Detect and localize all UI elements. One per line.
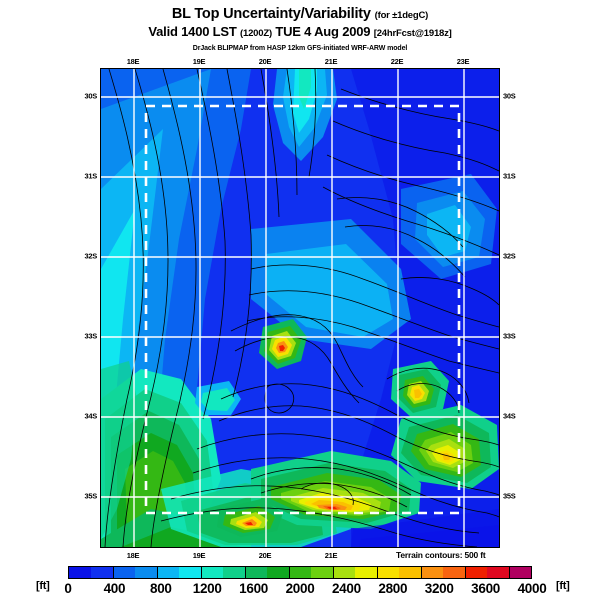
map-field-svg <box>101 69 499 547</box>
map-panel: 18E 19E 20E 21E 22E 23E 18E 19E 20E 21E … <box>85 57 516 560</box>
colorbar-tick-400: 400 <box>103 581 126 596</box>
colorbar-tick-2800: 2800 <box>378 581 408 596</box>
colorbar-swatch-14 <box>377 567 399 578</box>
colorbar-tick-1200: 1200 <box>192 581 222 596</box>
xtick-bottom-1: 19E <box>192 551 206 560</box>
colorbar-swatch-9 <box>267 567 289 578</box>
colorbar-separator-14 <box>376 567 378 578</box>
xtick-top-3: 21E <box>324 57 338 66</box>
colorbar-swatch-5 <box>179 567 201 578</box>
colorbar-tick-800: 800 <box>149 581 172 596</box>
colorbar-tick-2000: 2000 <box>285 581 315 596</box>
xtick-top-2: 20E <box>258 57 272 66</box>
ytick-left-0: 30S <box>84 91 98 101</box>
colorbar-swatch-1 <box>91 567 113 578</box>
chart-title: BL Top Uncertainty/Variability (for ±1de… <box>0 6 600 24</box>
xtick-bottom-2: 20E <box>258 551 272 560</box>
colorbar-swatch-3 <box>135 567 157 578</box>
terrain-contour-note: Terrain contours: 500 ft <box>396 550 486 560</box>
ytick-right-5: 35S <box>503 491 516 501</box>
colorbar-swatch-13 <box>355 567 377 578</box>
map-plot-area <box>100 68 500 548</box>
colorbar-separator-20 <box>509 567 510 578</box>
colorbar-separator-10 <box>289 567 290 578</box>
colorbar-swatch-4 <box>157 567 179 578</box>
colorbar-tick-4000: 4000 <box>517 581 547 596</box>
ytick-left-4: 34S <box>84 411 98 421</box>
colorbar-swatch-10 <box>289 567 311 578</box>
chart-source: DrJack BLIPMAP from HASP 12km GFS-initia… <box>192 45 408 52</box>
map-gridlines <box>101 69 499 547</box>
colorbar-unit-right: [ft] <box>556 580 570 592</box>
valid-date: TUE 4 Aug 2009 <box>275 24 371 39</box>
colorbar-swatches <box>68 566 532 579</box>
chart-header: BL Top Uncertainty/Variability (for ±1de… <box>0 6 600 54</box>
colorbar-swatch-12 <box>333 567 355 578</box>
xtick-bottom-3: 21E <box>324 551 338 560</box>
colorbar-legend: [ft] [ft] 0 400 800 1200 1600 2000 2400 2800 320… <box>0 566 600 600</box>
xtick-top-0: 18E <box>126 57 140 66</box>
colorbar-swatch-20 <box>509 567 531 578</box>
colorbar-separator-16 <box>421 567 422 578</box>
ytick-left-2: 32S <box>84 251 98 261</box>
colorbar-swatch-16 <box>421 567 443 578</box>
ytick-right-1: 31S <box>503 171 516 181</box>
colorbar-separator-8 <box>245 567 246 578</box>
colorbar-swatch-15 <box>399 567 421 578</box>
colorbar-unit-left: [ft] <box>36 580 50 592</box>
colorbar-swatch-7 <box>223 567 245 578</box>
colorbar-separator-6 <box>201 567 202 578</box>
colorbar-tick-1600: 1600 <box>239 581 269 596</box>
colorbar-swatch-17 <box>443 567 465 578</box>
colorbar-separator-18 <box>465 567 466 578</box>
chart-title-qualifier: (for ±1degC) <box>374 10 429 21</box>
valid-label: Valid 1400 LST <box>148 24 237 39</box>
colorbar-swatch-2 <box>113 567 135 578</box>
ytick-left-5: 35S <box>84 491 98 501</box>
ytick-right-2: 32S <box>503 251 516 261</box>
ytick-left-3: 33S <box>84 331 98 341</box>
ytick-right-4: 34S <box>503 411 516 421</box>
colorbar-tick-0: 0 <box>64 581 72 596</box>
colorbar-swatch-6 <box>201 567 223 578</box>
colorbar-separator-12 <box>333 567 334 578</box>
chart-title-main: BL Top Uncertainty/Variability <box>171 6 371 22</box>
colorbar-swatch-19 <box>487 567 509 578</box>
ytick-left-1: 31S <box>84 171 98 181</box>
ytick-right-3: 33S <box>503 331 516 341</box>
colorbar-separator-4 <box>157 567 158 578</box>
xtick-top-1: 19E <box>192 57 206 66</box>
colorbar-swatch-11 <box>311 567 333 578</box>
colorbar-tick-2400: 2400 <box>331 581 361 596</box>
colorbar-tick-3600: 3600 <box>471 581 501 596</box>
valid-utc: (1200Z) <box>240 28 272 39</box>
forecast-tag: [24hrFcst@1918z] <box>373 28 452 39</box>
forecast-domain-box <box>144 104 461 515</box>
ytick-right-0: 30S <box>503 91 516 101</box>
colorbar-swatch-0 <box>69 567 91 578</box>
xtick-bottom-0: 18E <box>126 551 140 560</box>
colorbar-tick-3200: 3200 <box>424 581 454 596</box>
colorbar-swatch-8 <box>245 567 267 578</box>
colorbar-separator-2 <box>113 567 114 578</box>
xtick-top-4: 22E <box>390 57 404 66</box>
chart-valid-time: Valid 1400 LST (1200Z) TUE 4 Aug 2009 [2… <box>0 24 600 42</box>
xtick-top-5: 23E <box>456 57 470 66</box>
colorbar-swatch-18 <box>465 567 487 578</box>
